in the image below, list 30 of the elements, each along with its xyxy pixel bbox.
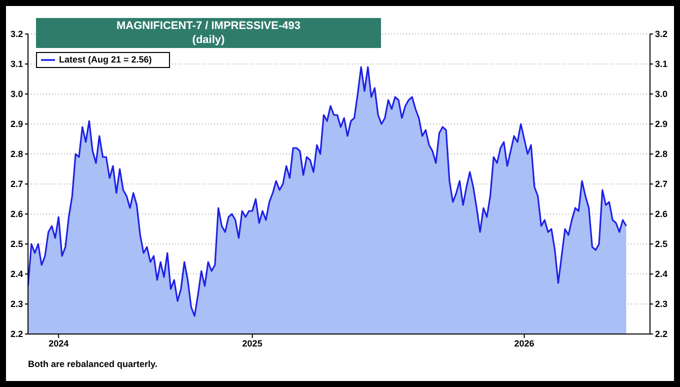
y-tick-label: 2.4 xyxy=(10,269,23,280)
legend-label: Latest (Aug 21 = 2.56) xyxy=(59,54,152,64)
y-tick-label: 2.2 xyxy=(10,329,23,340)
y2-tick-label: 2.4 xyxy=(655,269,668,280)
chart-title: MAGNIFICENT-7 / IMPRESSIVE-493 xyxy=(116,19,302,33)
y-tick-label: 3.0 xyxy=(10,89,23,100)
y-tick-label: 3.1 xyxy=(10,59,23,70)
y2-tick-label: 2.6 xyxy=(655,209,668,220)
y-tick-label: 2.3 xyxy=(10,299,23,310)
text: Both are rebalanced quarterly. xyxy=(28,358,158,370)
x-tick-label: 2026 xyxy=(514,338,534,348)
y-tick-label: 2.8 xyxy=(10,149,23,160)
y2-tick-label: 3.1 xyxy=(655,59,668,70)
y-tick-label: 2.7 xyxy=(10,179,23,190)
y-tick-label: 3.2 xyxy=(10,29,23,40)
y2-tick-label: 3.0 xyxy=(655,89,668,100)
y-tick-label: 2.9 xyxy=(10,119,23,130)
x-tick-label: 2025 xyxy=(242,338,262,348)
y2-tick-label: 2.7 xyxy=(655,179,668,190)
chart-subtitle: (daily) xyxy=(191,33,226,47)
y2-tick-label: 2.3 xyxy=(655,299,668,310)
x-tick-label: 2024 xyxy=(48,338,69,348)
y-tick-label: 2.6 xyxy=(10,209,23,220)
y-tick-label: 2.5 xyxy=(10,239,23,250)
y2-tick-label: 2.8 xyxy=(655,149,668,160)
title-banner: MAGNIFICENT-7 / IMPRESSIVE-493 (daily) xyxy=(36,18,381,48)
y2-tick-label: 2.5 xyxy=(655,239,668,250)
y2-tick-label: 3.2 xyxy=(655,29,668,40)
y2-tick-label: 2.9 xyxy=(655,119,668,130)
y2-tick-label: 2.2 xyxy=(655,329,668,340)
